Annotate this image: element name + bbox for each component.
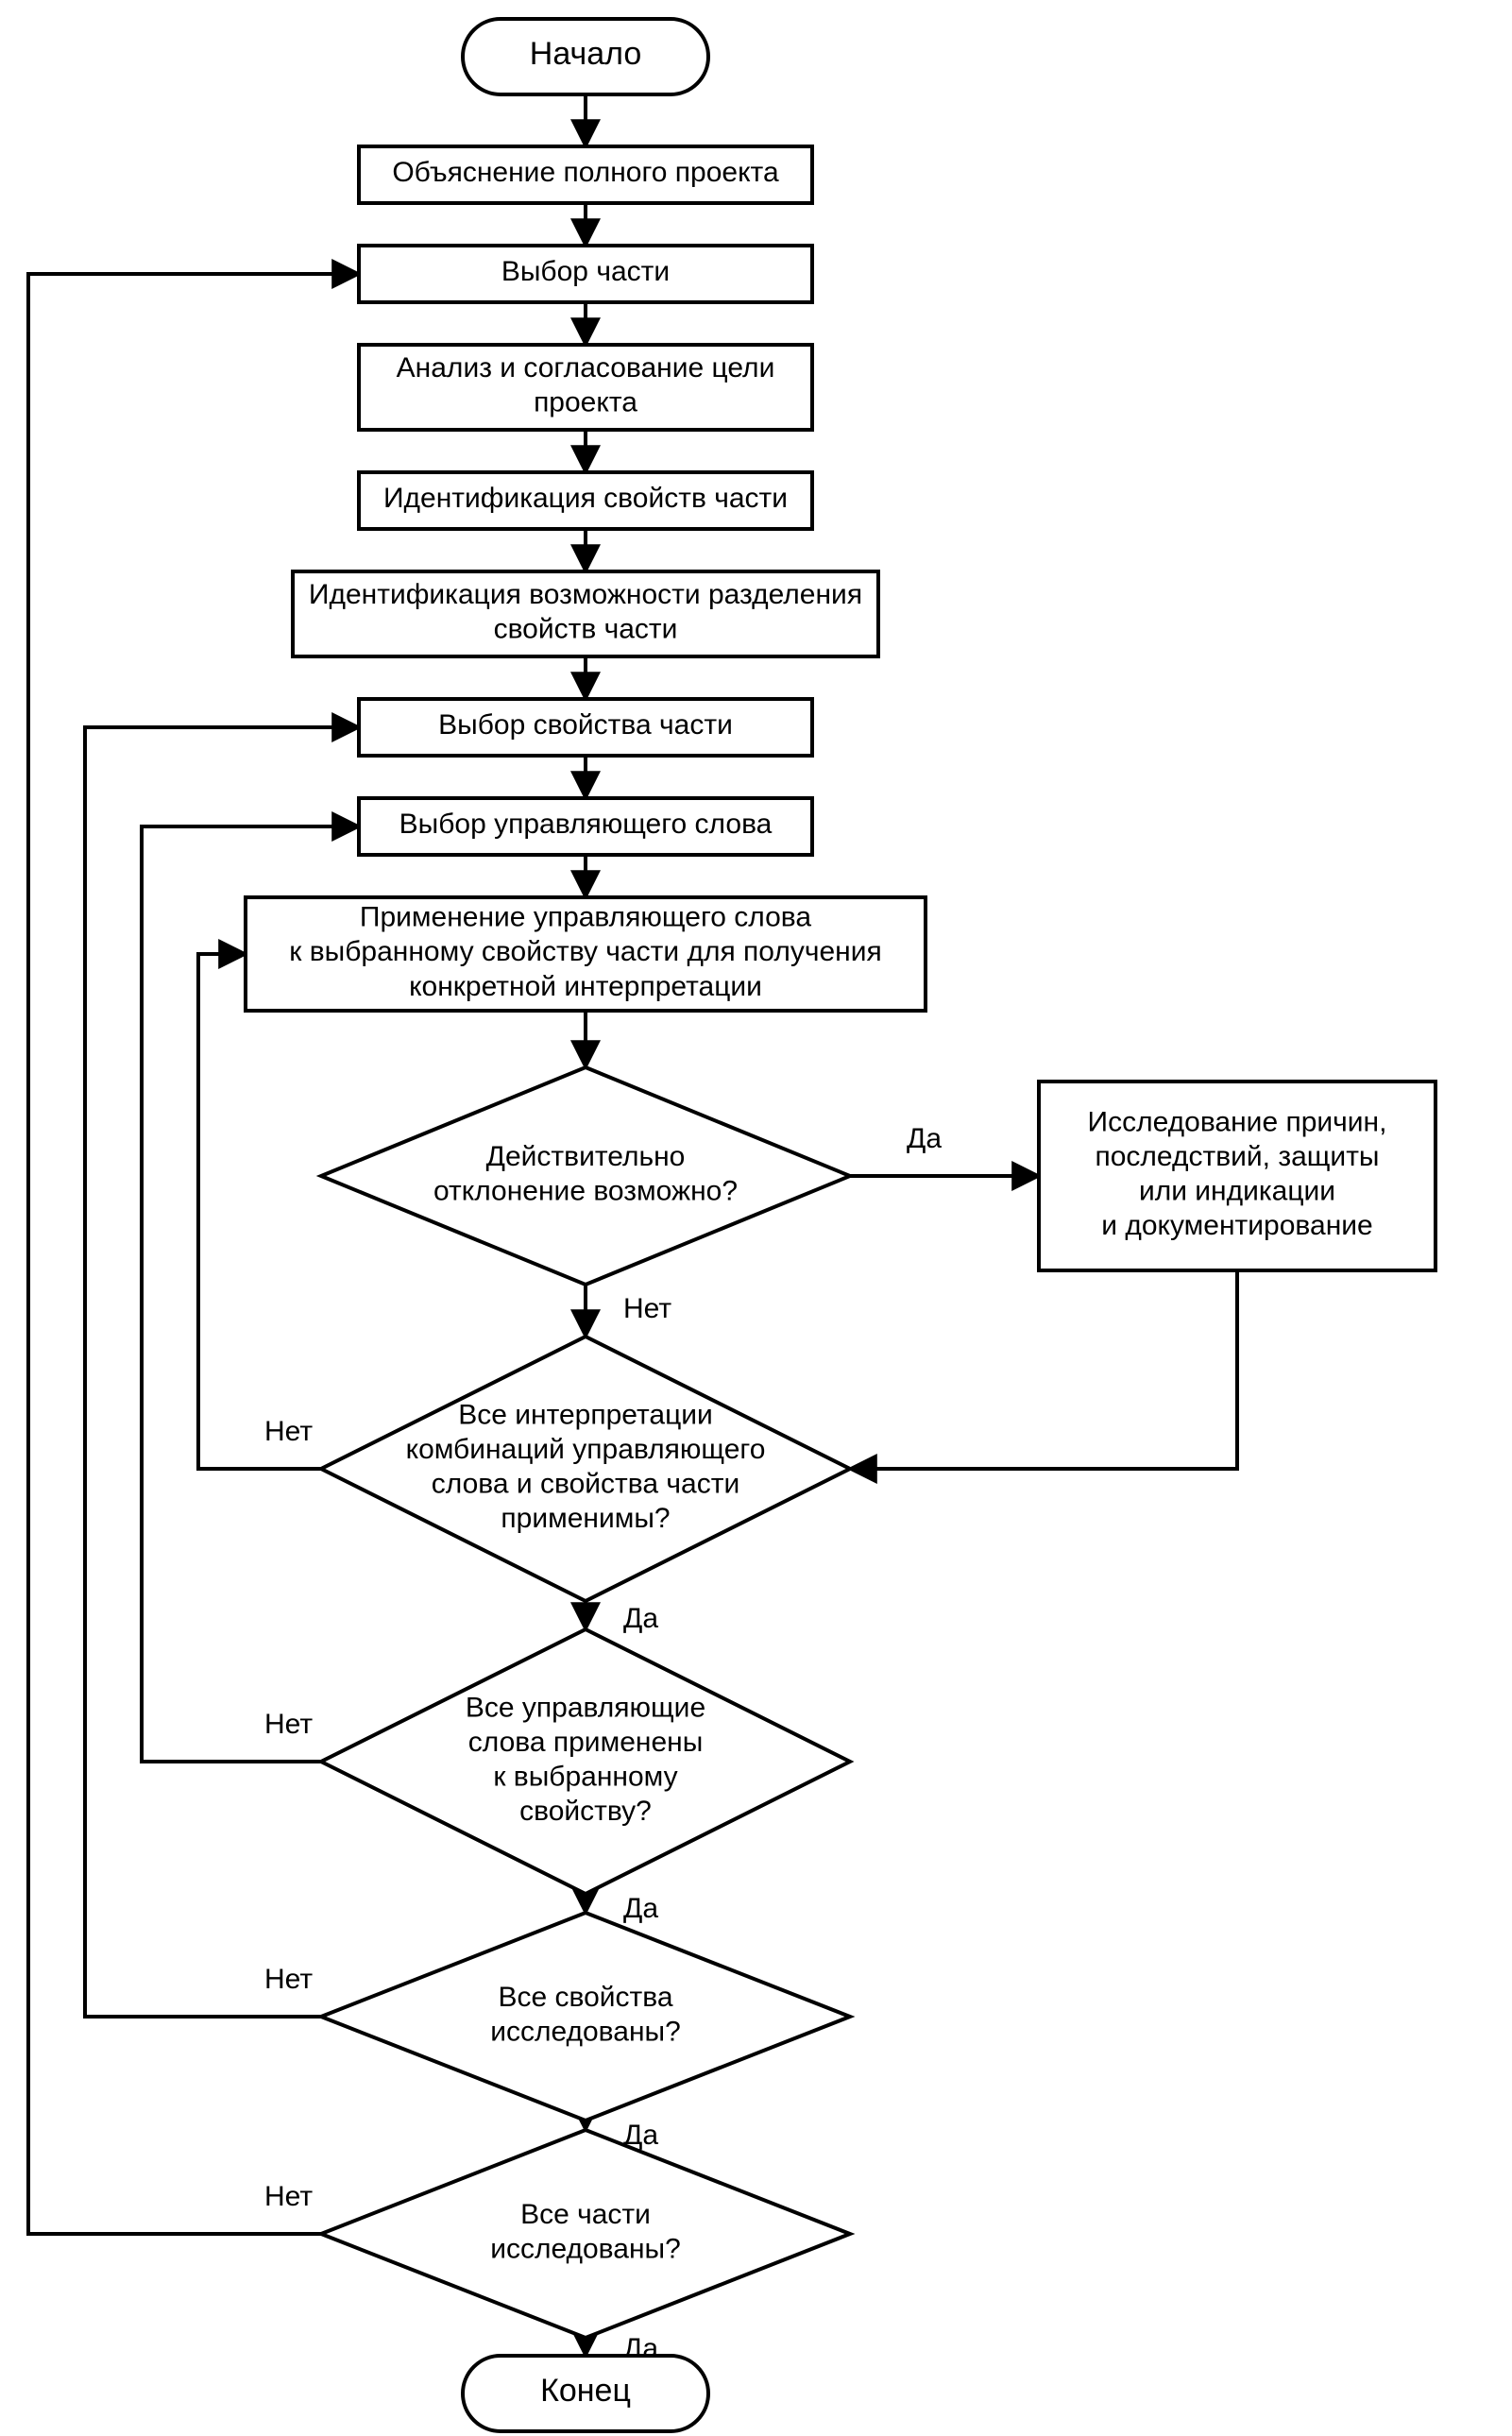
edge-label-e_d3_d4_yes: Да	[623, 1893, 658, 1924]
flowchart-canvas: ДаНетДаДаДаДаНетНетНетНетНачалоОбъяснени…	[0, 0, 1512, 2436]
node-start: Начало	[463, 19, 708, 94]
node-b3-text-line-0: Анализ и согласование цели	[397, 352, 775, 383]
node-b4-text-line-0: Идентификация свойств части	[383, 483, 788, 514]
node-b8-text-line-1: к выбранному свойству части для получени…	[289, 936, 881, 967]
node-d3-text-line-2: к выбранному	[493, 1762, 677, 1793]
node-d2: Все интерпретации комбинаций управляющего…	[321, 1337, 850, 1601]
node-d2-text-line-2: слова и свойства части	[432, 1469, 739, 1500]
node-start-text-line-0: Начало	[530, 36, 641, 72]
edge-label-e_d1_side_yes: Да	[907, 1123, 942, 1154]
node-b1-text-line-0: Объяснение полного проекта	[392, 157, 779, 188]
node-b2-text-line-0: Выбор части	[501, 256, 670, 287]
node-side-text-line-2: или индикации	[1139, 1176, 1335, 1207]
edge-e_side_d2	[850, 1270, 1237, 1469]
node-d2-text-line-3: применимы?	[501, 1503, 670, 1534]
node-b7-text-line-0: Выбор управляющего слова	[399, 809, 773, 840]
node-b2: Выбор части	[359, 246, 812, 302]
node-d3: Все управляющие слова применены к выбранно…	[321, 1629, 850, 1894]
node-d1-text-line-1: отклонение возможно?	[433, 1176, 738, 1207]
node-b6-text-line-0: Выбор свойства части	[438, 709, 733, 741]
node-b5: Идентификация возможности разделения свой…	[293, 571, 878, 656]
node-b4: Идентификация свойств части	[359, 472, 812, 529]
node-b5-text-line-1: свойств части	[494, 614, 678, 645]
node-b6: Выбор свойства части	[359, 699, 812, 756]
node-end: Конец	[463, 2356, 708, 2431]
node-b8: Применение управляющего словак выбранном…	[246, 897, 926, 1011]
edge-label-e_d1_d2_no: Нет	[623, 1293, 671, 1324]
node-b5-text-line-0: Идентификация возможности разделения	[309, 579, 862, 610]
edge-label-e_d4_b6_no: Нет	[264, 1964, 313, 1995]
edge-label-e_d3_b7_no: Нет	[264, 1709, 313, 1740]
node-d5-text-line-0: Все части	[520, 2199, 651, 2230]
edge-label-e_d5_b2_no: Нет	[264, 2181, 313, 2212]
node-d2-text-line-0: Все интерпретации	[458, 1399, 713, 1430]
node-b3-text-line-1: проекта	[534, 387, 637, 418]
node-d5: Все части исследованы?	[321, 2130, 850, 2338]
node-d3-text-line-1: слова применены	[468, 1727, 704, 1758]
node-b3: Анализ и согласование цели проекта	[359, 345, 812, 430]
node-side-text-line-3: и документирование	[1101, 1210, 1372, 1241]
node-b8-text-line-2: конкретной интерпретации	[409, 971, 762, 1002]
node-side-text-line-0: Исследование причин,	[1088, 1106, 1387, 1137]
edge-label-e_d2_d3_yes: Да	[623, 1603, 658, 1634]
node-d4-text-line-1: исследованы?	[490, 2017, 681, 2048]
edge-e_d5_b2_no	[28, 274, 359, 2234]
node-b1: Объяснение полного проекта	[359, 146, 812, 203]
node-d4: Все свойства исследованы?	[321, 1913, 850, 2121]
edge-e_d2_b8_no	[198, 954, 321, 1469]
edge-label-e_d2_b8_no: Нет	[264, 1416, 313, 1447]
node-d1-text-line-0: Действительно	[486, 1141, 686, 1172]
node-d3-text-line-0: Все управляющие	[466, 1692, 705, 1723]
node-d4-text-line-0: Все свойства	[498, 1982, 672, 2013]
node-b8-text-line-0: Применение управляющего слова	[360, 902, 811, 933]
node-d3-text-line-3: свойству?	[519, 1796, 652, 1827]
node-end-text-line-0: Конец	[540, 2373, 631, 2409]
node-d5-text-line-1: исследованы?	[490, 2234, 681, 2265]
node-side: Исследование причин, последствий, защиты и…	[1039, 1082, 1436, 1270]
node-d1: Действительно отклонение возможно?	[321, 1067, 850, 1285]
node-side-text-line-1: последствий, защиты	[1095, 1141, 1379, 1172]
node-b7: Выбор управляющего слова	[359, 798, 812, 855]
node-d2-text-line-1: комбинаций управляющего	[406, 1434, 766, 1465]
